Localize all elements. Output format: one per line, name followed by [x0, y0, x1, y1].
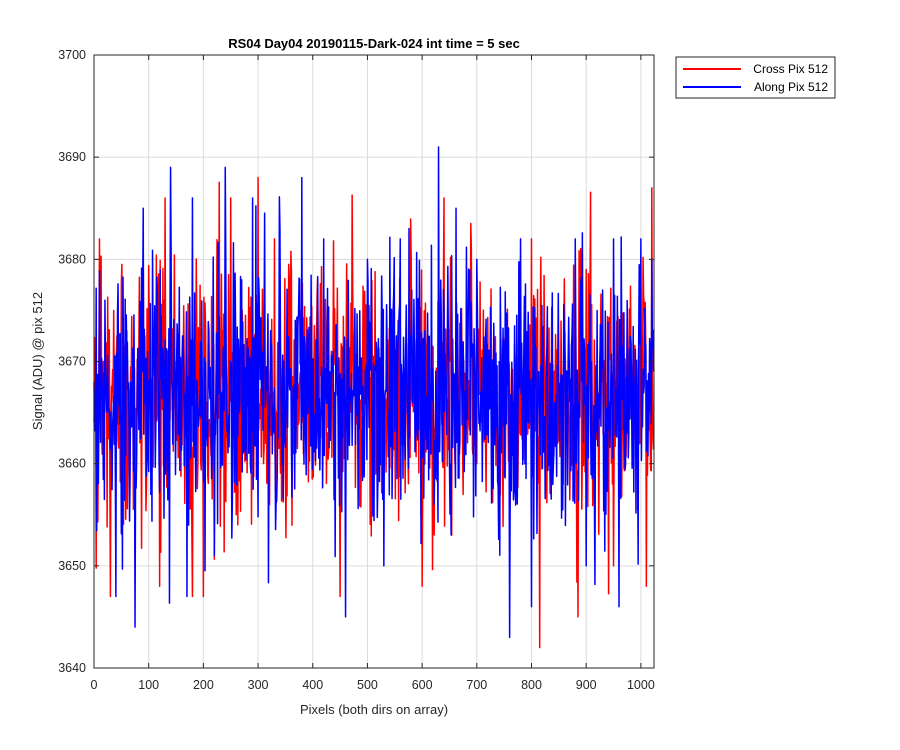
legend-label-along: Along Pix 512: [754, 80, 828, 94]
x-tick-label: 600: [412, 678, 433, 692]
legend: Cross Pix 512 Along Pix 512: [675, 56, 836, 99]
axis-ticks: 0 100 200 300 400 500 600 700 800 900 1000 3640 3650…: [58, 48, 655, 692]
y-tick-label: 3680: [58, 252, 86, 266]
x-tick-label: 300: [248, 678, 269, 692]
y-axis-label: Signal (ADU) @ pix 512: [30, 292, 45, 430]
y-tick-label: 3700: [58, 48, 86, 62]
series-line-along-pix-512: [93, 146, 655, 639]
y-tick-label: 3660: [58, 457, 86, 471]
x-axis-label: Pixels (both dirs on array): [300, 702, 448, 717]
x-tick-label: 900: [576, 678, 597, 692]
legend-label-cross: Cross Pix 512: [753, 62, 828, 76]
y-tick-label: 3670: [58, 355, 86, 369]
x-tick-label: 800: [521, 678, 542, 692]
y-tick-label: 3640: [58, 661, 86, 675]
x-tick-label: 1000: [627, 678, 655, 692]
y-tick-label: 3690: [58, 150, 86, 164]
series-lines: [93, 146, 655, 649]
x-tick-label: 0: [91, 678, 98, 692]
x-tick-label: 200: [193, 678, 214, 692]
x-tick-label: 700: [466, 678, 487, 692]
x-tick-label: 500: [357, 678, 378, 692]
y-tick-label: 3650: [58, 559, 86, 573]
legend-box: [675, 56, 836, 99]
chart-title: RS04 Day04 20190115-Dark-024 int time = …: [228, 36, 520, 51]
x-tick-label: 100: [138, 678, 159, 692]
x-tick-label: 400: [302, 678, 323, 692]
